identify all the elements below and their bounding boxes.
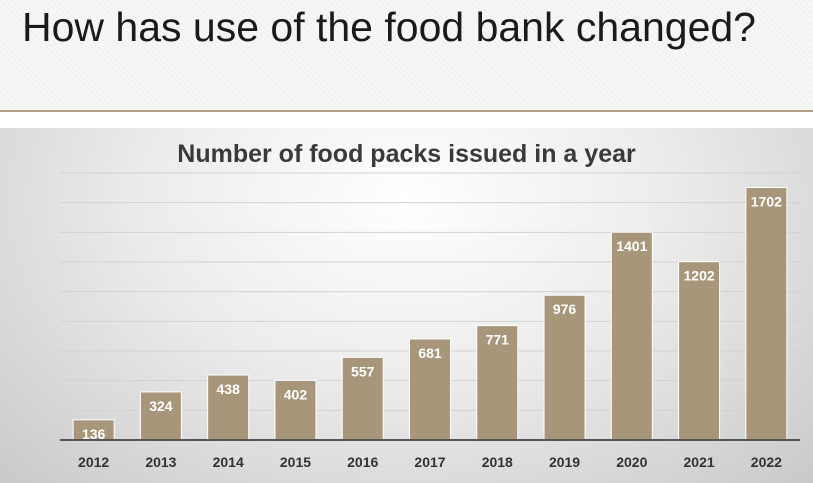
- x-tick-label: 2014: [213, 454, 244, 470]
- bar: [476, 325, 519, 441]
- bar: [745, 187, 788, 441]
- data-label: 681: [418, 345, 442, 361]
- chart-title: Number of food packs issued in a year: [177, 140, 636, 168]
- x-tick-label: 2021: [684, 454, 715, 470]
- header-divider: [0, 110, 813, 112]
- x-tick-label: 2022: [751, 454, 782, 470]
- bar: [610, 231, 653, 441]
- x-tick-label: 2013: [145, 454, 176, 470]
- data-label: 771: [486, 332, 510, 348]
- data-label: 438: [217, 381, 241, 397]
- x-tick-label: 2019: [549, 454, 580, 470]
- bar: [207, 374, 250, 441]
- slide-title: How has use of the food bank changed?: [22, 4, 756, 50]
- x-tick-label: 2020: [616, 454, 647, 470]
- slide-header: [0, 0, 813, 112]
- data-label: 402: [284, 386, 308, 402]
- chart-panel: [0, 128, 813, 483]
- data-label: 976: [553, 301, 577, 317]
- data-label: 136: [82, 426, 106, 442]
- x-tick-label: 2018: [482, 454, 513, 470]
- x-tick-label: 2016: [347, 454, 378, 470]
- data-label: 1401: [616, 238, 647, 254]
- data-label: 557: [351, 363, 375, 379]
- data-label: 1202: [684, 268, 715, 284]
- x-tick-label: 2017: [414, 454, 445, 470]
- data-label: 1702: [751, 194, 782, 210]
- bar: [409, 338, 451, 441]
- x-tick-label: 2012: [78, 454, 109, 470]
- data-label: 324: [149, 398, 173, 414]
- bar: [341, 356, 384, 441]
- bar: [678, 261, 721, 441]
- x-tick-label: 2015: [280, 454, 311, 470]
